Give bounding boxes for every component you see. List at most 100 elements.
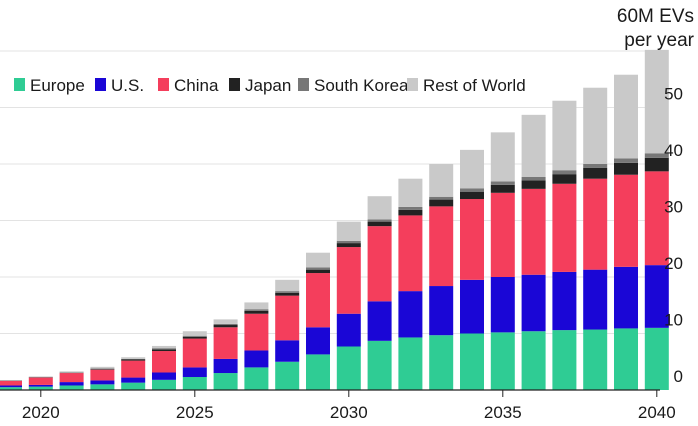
bar-segment-south-korea	[182, 335, 207, 337]
bar-segment-china	[336, 247, 361, 314]
bar-segment-europe	[583, 329, 608, 390]
x-tick-label: 2025	[176, 403, 214, 422]
legend: Europe U.S. China Japan South Korea Rest of W…	[14, 76, 526, 95]
bar-segment-rest-of-world	[336, 221, 361, 241]
bar-segment-europe	[460, 333, 484, 390]
bar-segment-japan	[182, 336, 207, 339]
bar-segment-europe	[490, 332, 515, 390]
bar-segment-rest-of-world	[583, 87, 608, 164]
bar-segment-japan	[644, 157, 669, 172]
y-tick-label: 0	[674, 367, 683, 386]
bar-segment-china	[213, 327, 238, 359]
bar-segment-u-s	[213, 358, 238, 374]
bar-segment-europe	[152, 379, 176, 390]
bar-segment-china	[521, 188, 546, 275]
bar-segment-south-korea	[244, 309, 269, 311]
bar-segment-japan	[90, 369, 115, 370]
bar-segment-japan	[490, 184, 515, 193]
legend-label: Japan	[245, 76, 291, 95]
bar-segment-u-s	[306, 327, 330, 355]
bar-segment-europe	[552, 330, 577, 390]
bar-segment-china	[0, 380, 22, 386]
bar-segment-europe	[614, 328, 638, 390]
bar-segment-europe	[644, 327, 669, 390]
bar-segment-u-s	[398, 291, 423, 338]
bar-segment-south-korea	[614, 158, 638, 163]
bar-segment-south-korea	[398, 206, 423, 210]
bar-segment-south-korea	[552, 170, 577, 175]
bar-segment-rest-of-world	[121, 357, 146, 359]
legend-swatch	[298, 78, 309, 91]
bar-segment-china	[460, 199, 484, 280]
bar-segment-japan	[121, 359, 146, 361]
bar-segment-south-korea	[367, 219, 392, 222]
bar-segment-japan	[244, 310, 269, 314]
bar-segment-europe	[306, 354, 330, 390]
bar-segment-south-korea	[90, 368, 115, 370]
bar-segment-u-s	[583, 269, 608, 330]
bar-segment-rest-of-world	[306, 252, 330, 268]
bar-segment-china	[644, 171, 669, 266]
bar-segment-europe	[398, 337, 423, 390]
bar-segment-china	[244, 313, 269, 351]
bar-segment-europe	[182, 377, 207, 390]
bar-segment-south-korea	[213, 323, 238, 326]
bar-segment-rest-of-world	[521, 114, 546, 177]
bar-segment-u-s	[644, 265, 669, 328]
legend-item: Rest of World	[407, 76, 526, 95]
bar-segment-u-s	[336, 313, 361, 347]
legend-swatch	[407, 78, 418, 91]
bar-segment-china	[182, 338, 207, 368]
bar-segment-u-s	[275, 340, 300, 362]
bar-segment-japan	[552, 174, 577, 184]
bar-segment-europe	[213, 373, 238, 390]
bar-segment-rest-of-world	[90, 366, 115, 369]
bar-segment-china	[121, 360, 146, 378]
bar-segment-china	[28, 377, 53, 385]
legend-swatch	[229, 78, 240, 91]
bar-segment-u-s	[0, 385, 22, 388]
bar-segment-europe	[121, 382, 146, 390]
y-tick-label: 30	[664, 198, 683, 217]
bar-segment-europe	[336, 346, 361, 390]
bar-segment-rest-of-world	[28, 376, 53, 378]
unit-label-line1: 60M EVs	[617, 6, 694, 27]
legend-swatch	[95, 78, 106, 91]
bar-segment-japan	[306, 269, 330, 274]
bar-segment-china	[398, 215, 423, 292]
legend-item: Japan	[229, 76, 291, 95]
y-tick-label: 20	[664, 254, 683, 273]
bar-segment-south-korea	[336, 240, 361, 244]
bar-segment-south-korea	[460, 188, 484, 192]
bar-segment-europe	[90, 384, 115, 390]
bar-segment-europe	[244, 367, 269, 390]
bar-segment-south-korea	[275, 291, 300, 293]
bar-segment-china	[614, 174, 638, 267]
bar-segment-europe	[367, 340, 392, 390]
bar-segment-rest-of-world	[182, 331, 207, 336]
bar-segment-europe	[59, 385, 84, 390]
bar-segment-u-s	[490, 277, 515, 333]
legend-label: Europe	[30, 76, 85, 95]
bar-segment-japan	[336, 243, 361, 248]
bar-segment-rest-of-world	[429, 164, 454, 197]
bar-segment-europe	[275, 361, 300, 390]
x-tick-label: 2020	[22, 403, 60, 422]
legend-swatch	[14, 78, 25, 91]
bar-segment-china	[152, 351, 176, 373]
bar-segment-china	[306, 273, 330, 328]
bar-segment-u-s	[614, 266, 638, 329]
bar-segment-china	[429, 206, 454, 287]
legend-item: U.S.	[95, 76, 144, 95]
x-axis-ticks: 2020 2025 2030 2035 2040	[22, 390, 676, 422]
unit-label-line2: per year	[624, 30, 694, 51]
x-tick-label: 2035	[484, 403, 522, 422]
bar-segment-south-korea	[490, 181, 515, 185]
bar-segment-china	[583, 178, 608, 270]
bar-segment-japan	[429, 199, 454, 207]
bar-segment-rest-of-world	[614, 74, 638, 159]
y-tick-label: 10	[664, 311, 683, 330]
bar-segment-europe	[28, 386, 53, 390]
bar-segment-rest-of-world	[398, 178, 423, 207]
